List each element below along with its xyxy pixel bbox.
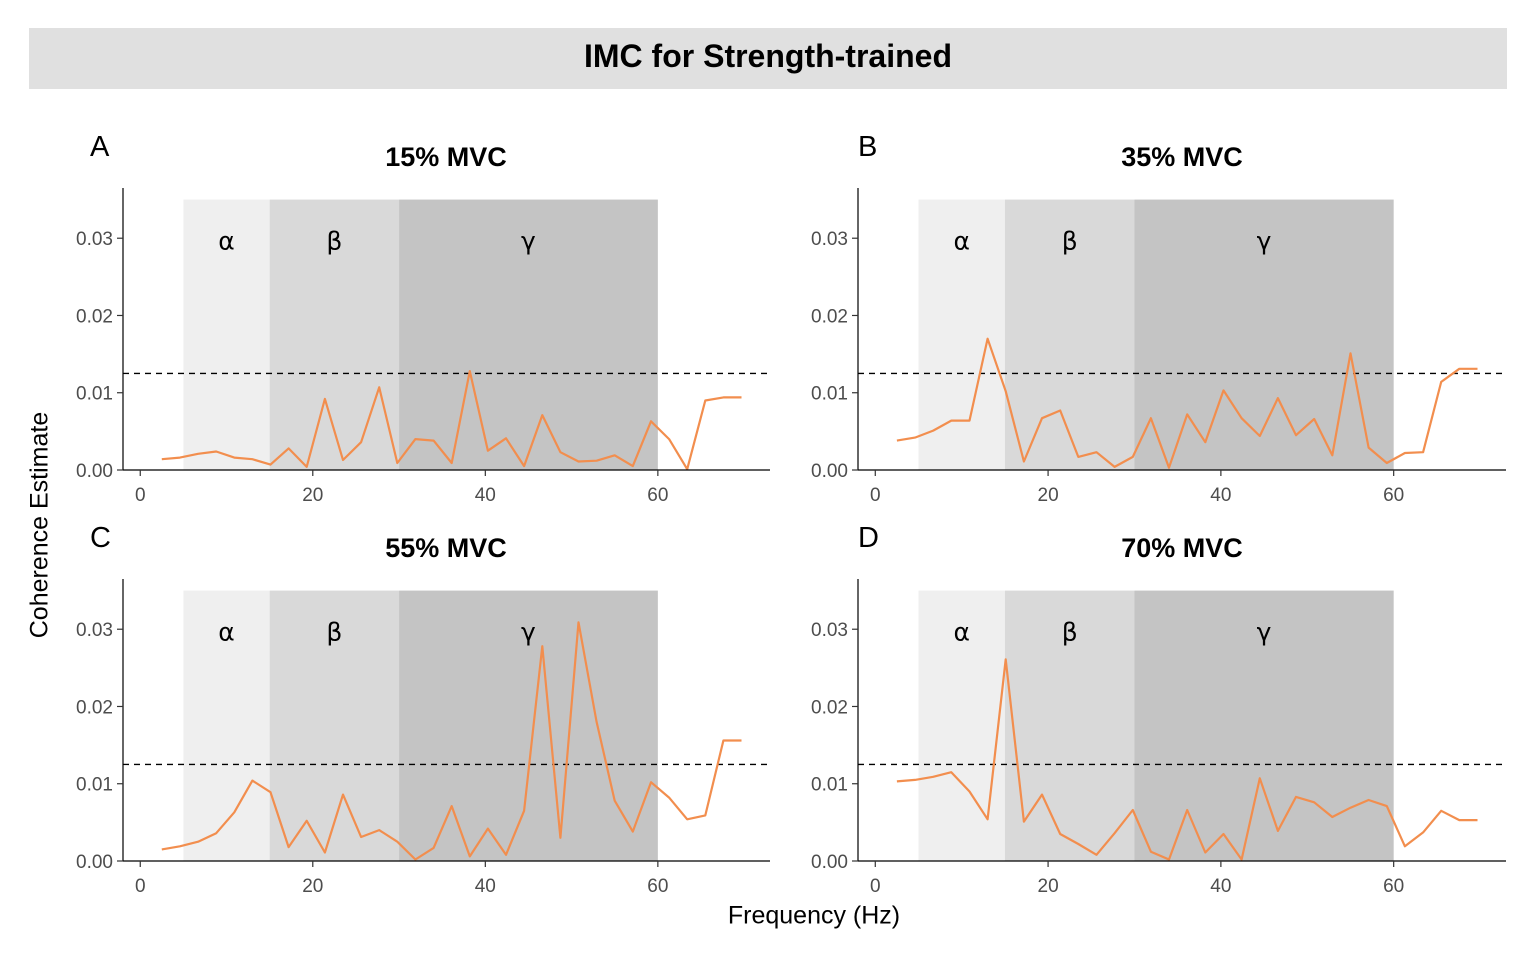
y-tick-label: 0.03 — [76, 620, 113, 641]
band-label: γ — [1257, 227, 1272, 256]
panel-c: α β γ 0.00 0.01 0.02 0.03 0 20 40 60 55% MVC C — [76, 522, 770, 897]
panel-label: C — [90, 522, 111, 554]
band-label: γ — [521, 618, 536, 647]
figure-title-banner: IMC for Strength-trained — [29, 28, 1507, 89]
band-rect — [399, 590, 658, 861]
coherence-series-line — [161, 621, 742, 861]
figure-title: IMC for Strength-trained — [584, 38, 952, 74]
y-tick-label: 0.02 — [811, 697, 848, 718]
band-label: α — [953, 618, 969, 647]
x-tick-label: 20 — [1038, 876, 1059, 897]
x-tick-label: 60 — [647, 876, 668, 897]
band-rect — [918, 199, 1005, 470]
coherence-series-line — [896, 337, 1478, 469]
y-tick-label: 0.02 — [76, 306, 113, 327]
coherence-series-line — [896, 658, 1478, 861]
band-rect — [918, 590, 1005, 861]
band-rect — [183, 199, 270, 470]
x-axis-label: Frequency (Hz) — [727, 901, 901, 930]
x-tick-label: 40 — [1210, 485, 1231, 506]
panel-d: α β γ 0.00 0.01 0.02 0.03 0 20 40 60 70% MVC D — [811, 522, 1506, 897]
band-label: α — [953, 227, 969, 256]
x-tick-label: 0 — [870, 485, 881, 506]
x-tick-label: 40 — [475, 876, 496, 897]
y-tick-label: 0.02 — [811, 306, 848, 327]
band-label: β — [326, 227, 342, 256]
panel-title: 70% MVC — [1121, 533, 1243, 563]
x-tick-label: 20 — [1038, 485, 1059, 506]
band-label: γ — [1257, 618, 1272, 647]
band-label: β — [1062, 227, 1078, 256]
band-rect — [269, 199, 400, 470]
panel-b: α β γ 0.00 0.01 0.02 0.03 0 20 40 60 35% MVC B — [811, 131, 1506, 506]
band-label: β — [326, 618, 342, 647]
x-tick-label: 40 — [475, 485, 496, 506]
band-rect — [183, 590, 270, 861]
coherence-series-line — [161, 370, 742, 471]
band-label: γ — [521, 227, 536, 256]
x-tick-label: 0 — [135, 485, 146, 506]
band-label: α — [218, 618, 234, 647]
x-tick-label: 20 — [302, 485, 323, 506]
y-tick-label: 0.00 — [811, 852, 848, 873]
x-tick-label: 60 — [647, 485, 668, 506]
x-tick-label: 60 — [1383, 876, 1404, 897]
y-tick-label: 0.03 — [76, 229, 113, 250]
band-label: α — [218, 227, 234, 256]
band-rect — [269, 590, 400, 861]
y-tick-label: 0.03 — [811, 620, 848, 641]
y-tick-label: 0.00 — [76, 461, 113, 482]
panel-label: B — [858, 131, 877, 163]
panel-title: 55% MVC — [385, 533, 507, 563]
y-tick-label: 0.01 — [811, 775, 848, 796]
x-tick-label: 0 — [870, 876, 881, 897]
y-tick-label: 0.01 — [811, 384, 848, 405]
y-tick-label: 0.03 — [811, 229, 848, 250]
x-tick-label: 20 — [302, 876, 323, 897]
y-axis-label: Coherence Estimate — [25, 411, 54, 639]
band-rect — [1004, 199, 1135, 470]
panel-title: 35% MVC — [1121, 142, 1243, 172]
y-tick-label: 0.01 — [76, 384, 113, 405]
y-tick-label: 0.01 — [76, 775, 113, 796]
x-tick-label: 0 — [135, 876, 146, 897]
band-rect — [1134, 590, 1394, 861]
panel-label: D — [858, 522, 879, 554]
y-tick-label: 0.00 — [76, 852, 113, 873]
band-label: β — [1062, 618, 1078, 647]
panel-title: 15% MVC — [385, 142, 507, 172]
y-tick-label: 0.02 — [76, 697, 113, 718]
band-rect — [399, 199, 658, 470]
panel-a: α β γ 0.00 0.01 0.02 0.03 0 20 40 60 15% MVC A — [76, 131, 770, 506]
panel-label: A — [90, 131, 110, 163]
x-tick-label: 60 — [1383, 485, 1404, 506]
y-tick-label: 0.00 — [811, 461, 848, 482]
x-tick-label: 40 — [1210, 876, 1231, 897]
